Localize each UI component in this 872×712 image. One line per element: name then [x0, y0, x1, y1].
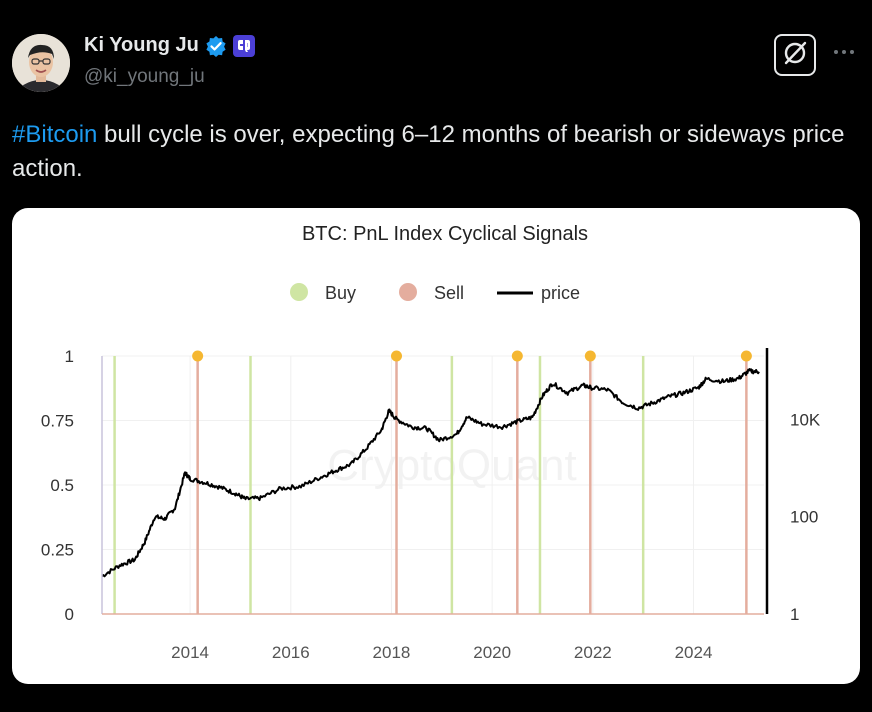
y-left-tick-label: 0.75	[41, 412, 74, 431]
tweet-text: #Bitcoin bull cycle is over, expecting 6…	[12, 118, 862, 186]
display-name[interactable]: Ki Young Ju	[84, 34, 199, 56]
y-left-tick-label: 0.25	[41, 541, 74, 560]
signal-marker	[511, 350, 523, 362]
x-tick-label: 2014	[171, 643, 209, 662]
tweet-media-chart[interactable]: BTC: PnL Index Cyclical Signals Buy Sell…	[12, 208, 860, 684]
signal-marker	[584, 350, 596, 362]
legend-price-label: price	[541, 283, 580, 303]
signal-marker	[192, 350, 204, 362]
grok-icon	[782, 40, 808, 71]
x-tick-label: 2024	[675, 643, 713, 662]
chart-title: BTC: PnL Index Cyclical Signals	[302, 223, 588, 245]
y-left-tick-label: 0.5	[50, 476, 74, 495]
signal-marker	[391, 350, 403, 362]
y-left-tick-label: 1	[65, 347, 74, 366]
verified-badge-icon	[205, 35, 227, 57]
x-tick-label: 2016	[272, 643, 310, 662]
grok-button[interactable]	[774, 34, 816, 76]
more-dots-icon[interactable]	[830, 42, 858, 62]
tweet-body: bull cycle is over, expecting 6–12 month…	[12, 121, 845, 182]
x-tick-label: 2020	[473, 643, 511, 662]
y-right-tick-label: 100	[790, 508, 818, 527]
hashtag-link[interactable]: #Bitcoin	[12, 121, 98, 148]
y-right-tick-label: 10K	[790, 410, 821, 429]
name-row: Ki Young Ju	[84, 34, 255, 57]
y-left-tick-label: 0	[65, 605, 74, 624]
cryptoquant-affiliate-icon[interactable]	[232, 34, 255, 57]
price-line	[101, 368, 760, 578]
handle[interactable]: @ki_young_ju	[84, 66, 205, 87]
signal-marker	[740, 350, 752, 362]
tweet-header: Ki Young Ju @ki_young_ju	[10, 32, 862, 98]
legend-sell-label: Sell	[434, 283, 464, 303]
avatar[interactable]	[12, 34, 70, 92]
x-tick-label: 2018	[373, 643, 411, 662]
chart-legend: Buy Sell price	[290, 283, 580, 303]
legend-buy-swatch	[290, 283, 308, 301]
legend-buy-label: Buy	[325, 283, 356, 303]
y-right-tick-label: 1	[790, 605, 799, 624]
pnl-index-chart: BTC: PnL Index Cyclical Signals Buy Sell…	[41, 223, 821, 662]
legend-sell-swatch	[399, 283, 417, 301]
x-tick-label: 2022	[574, 643, 612, 662]
